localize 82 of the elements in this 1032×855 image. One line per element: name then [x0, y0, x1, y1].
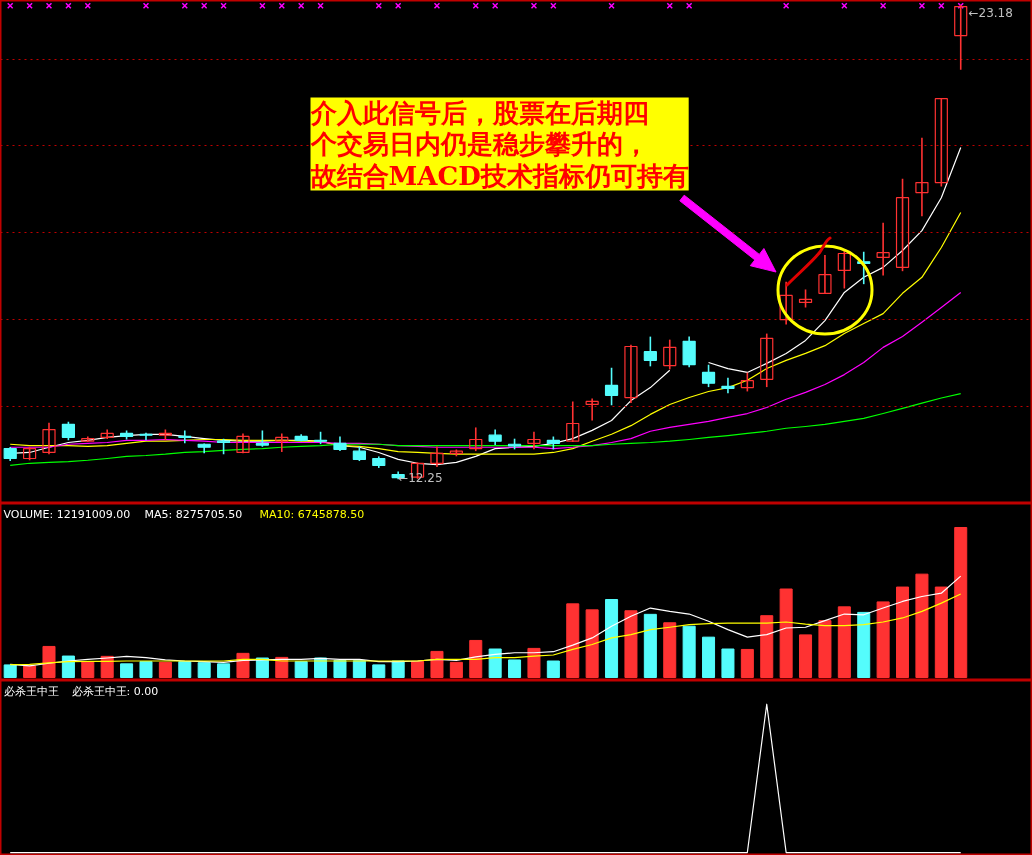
candlestick [934, 97, 948, 187]
bar [954, 527, 968, 678]
candlestick [663, 339, 677, 370]
bar [430, 650, 444, 678]
bar [158, 661, 172, 678]
bar [566, 603, 580, 678]
bar [663, 622, 677, 678]
text: MA10: 6745878.50 [259, 507, 365, 521]
candlestick [760, 333, 774, 388]
bar [449, 661, 463, 678]
bar [120, 663, 134, 678]
bar [411, 660, 425, 678]
candlestick [527, 431, 541, 450]
text: 必杀王中王: 0.00 [71, 684, 159, 698]
bar [294, 661, 308, 678]
candlestick [682, 336, 696, 368]
candlestick [915, 137, 929, 217]
bar [488, 648, 502, 678]
bar [643, 613, 657, 678]
candlestick [430, 446, 444, 468]
bar [23, 665, 37, 678]
bar [740, 648, 754, 678]
bar [818, 620, 832, 678]
bar [391, 660, 405, 678]
bar [799, 634, 813, 678]
candlestick [566, 401, 580, 443]
bar [546, 660, 560, 678]
bar [139, 661, 153, 678]
bar [217, 663, 231, 678]
bar [352, 660, 366, 678]
text: MA5: 8275705.50 [144, 507, 243, 521]
candlestick [197, 443, 211, 454]
bar [779, 588, 793, 678]
candlestick [837, 249, 851, 289]
annotation: 介入此信号后，股票在后期四个交易日内仍是稳步攀升的，故结合MACD技术指标仍可持有 [309, 97, 689, 191]
bar [508, 659, 522, 678]
candlestick [42, 422, 56, 455]
bar [3, 664, 17, 678]
candlestick [178, 430, 192, 444]
bar [255, 657, 269, 678]
bar [624, 610, 638, 678]
candlestick [604, 367, 619, 406]
bar [915, 573, 929, 678]
bar [585, 609, 599, 678]
bar [837, 606, 851, 678]
bar [760, 615, 774, 678]
chart-title: 必杀王中王 [3, 684, 59, 698]
candlestick [624, 344, 638, 404]
bar [934, 586, 948, 678]
bar [236, 652, 250, 678]
bar [857, 611, 871, 678]
bar [682, 625, 696, 678]
candlestick [139, 432, 153, 441]
annotation: ←23.18 [968, 5, 1013, 20]
candlestick [876, 222, 890, 276]
candlestick [643, 336, 657, 367]
candlestick [236, 433, 250, 454]
bar [702, 636, 716, 678]
bar [372, 664, 386, 678]
bar [469, 639, 483, 678]
bar [81, 661, 95, 678]
candlestick [701, 364, 716, 388]
bar [61, 655, 75, 678]
candlestick [469, 427, 483, 452]
candlestick [779, 281, 793, 325]
candlestick [100, 429, 114, 439]
chart-title: VOLUME: 12191009.00 [3, 507, 131, 521]
bar [896, 586, 910, 678]
bar [605, 599, 619, 678]
annotation: ←12.25 [398, 471, 443, 486]
bar [876, 601, 890, 678]
candlestick [81, 436, 95, 443]
bar [42, 645, 56, 678]
bar [527, 647, 541, 678]
candlestick [895, 178, 910, 272]
bar [197, 662, 211, 678]
bar [721, 648, 735, 678]
candlestick [585, 398, 599, 421]
candlestick [275, 433, 289, 452]
bar [178, 661, 192, 678]
candlestick [721, 377, 735, 394]
candlestick [818, 254, 832, 295]
